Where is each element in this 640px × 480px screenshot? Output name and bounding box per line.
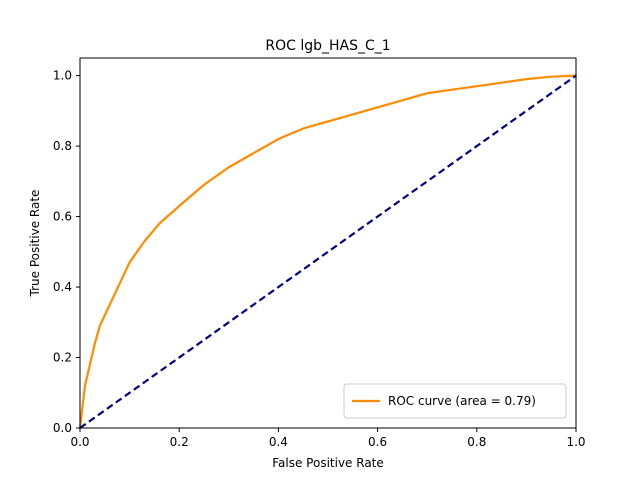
- legend-box: [343, 383, 567, 419]
- series-layer: [78, 74, 578, 430]
- x-axis-label: False Positive Rate: [272, 456, 384, 470]
- chart-title: ROC lgb_HAS_C_1: [265, 38, 390, 54]
- x-tick-label: 0.2: [170, 435, 189, 449]
- legend: ROC curve (area = 0.79): [343, 383, 567, 419]
- y-tick-label: 0.8: [53, 139, 72, 153]
- legend-label: ROC curve (area = 0.79): [388, 394, 536, 408]
- plot-area: [80, 58, 576, 428]
- x-tick-label: 0.0: [70, 435, 89, 449]
- y-tick-label: 0.6: [53, 210, 72, 224]
- x-tick-label: 0.4: [269, 435, 288, 449]
- plot-frame: [79, 57, 577, 429]
- y-axis-ticks: 0.0 0.2 0.4 0.6 0.8 1.0: [53, 69, 80, 435]
- x-tick-label: 0.8: [467, 435, 486, 449]
- roc-curve-line: [78, 74, 578, 430]
- y-tick-label: 0.2: [53, 351, 72, 365]
- x-tick-label: 0.6: [368, 435, 387, 449]
- x-axis-ticks: 0.0 0.2 0.4 0.6 0.8 1.0: [70, 428, 586, 449]
- chance-diagonal-line: [79, 74, 577, 429]
- y-tick-label: 0.0: [53, 421, 72, 435]
- y-axis-label: True Positive Rate: [28, 190, 42, 298]
- y-tick-label: 0.4: [53, 280, 72, 294]
- x-tick-label: 1.0: [566, 435, 585, 449]
- y-tick-label: 1.0: [53, 69, 72, 83]
